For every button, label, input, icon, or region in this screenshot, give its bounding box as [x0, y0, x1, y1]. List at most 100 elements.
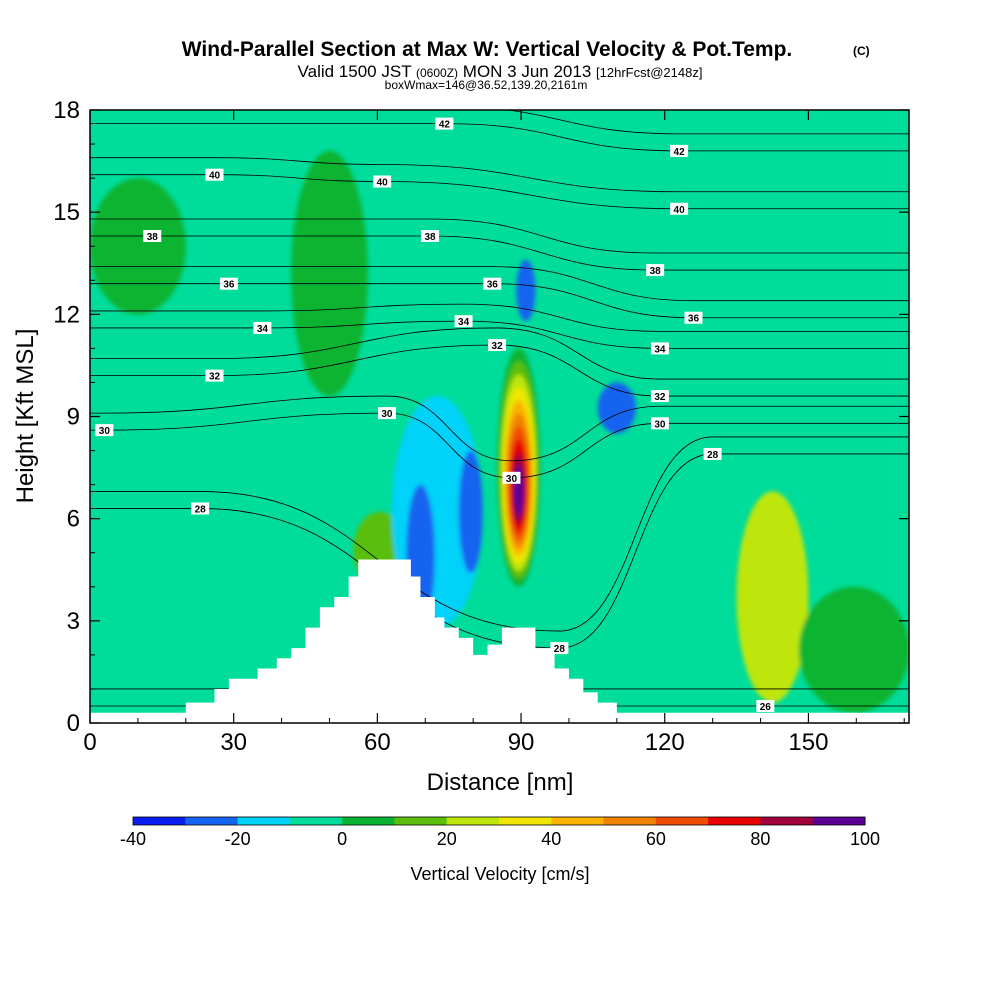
colorbar-swatch — [289, 817, 343, 825]
chart-subtitle: Valid 1500 JST (0600Z) MON 3 Jun 2013 [1… — [298, 62, 703, 81]
contour-label-box — [650, 417, 669, 430]
contour-label-42: 42 — [435, 117, 454, 131]
x-tick-label: 120 — [645, 729, 685, 756]
contour-label-40: 40 — [373, 175, 392, 189]
colorbar-swatch — [342, 817, 395, 825]
contour-label-text: 42 — [674, 147, 686, 158]
x-axis: 0 30 60 90 120 150 — [83, 110, 905, 756]
y-axis-label: Height [Kft MSL] — [12, 329, 39, 504]
updraft-region-5 — [798, 586, 909, 713]
contour-label-box — [650, 390, 669, 403]
contour-label-38: 38 — [143, 230, 162, 243]
isentrope-42-half — [503, 110, 909, 135]
subtitle-utc: (0600Z) — [416, 66, 458, 80]
colorbar-swatch — [133, 817, 186, 825]
colorbar-swatch — [185, 817, 239, 825]
subtitle-valid: Valid 1500 JST — [298, 62, 412, 81]
downdraft-region-3 — [516, 259, 536, 322]
y-tick-label: 0 — [67, 710, 80, 737]
subtitle-date: MON 3 Jun 2013 — [463, 62, 592, 81]
colorbar-tick-label: -20 — [225, 829, 251, 849]
isentrope-30 — [90, 412, 909, 479]
y-tick-label: 15 — [53, 199, 80, 226]
contour-label-box — [205, 168, 224, 181]
contour-label-text: 30 — [654, 419, 666, 430]
contour-label-box — [550, 642, 569, 655]
contour-label-box — [684, 311, 703, 324]
contour-label-32: 32 — [205, 369, 224, 383]
contour-label-text: 34 — [458, 317, 470, 328]
colorbar: -40 -20 0 20 40 60 80 100 — [120, 816, 880, 849]
x-axis-label: Distance [nm] — [427, 769, 574, 796]
contour-label-text: 36 — [223, 280, 235, 291]
colorbar-tick-label: 0 — [337, 829, 347, 849]
y-tick-label: 6 — [67, 506, 80, 533]
contour-label-box — [191, 502, 210, 515]
x-tick-label: 60 — [364, 729, 391, 756]
contour-label-box — [373, 175, 392, 188]
x-tick-label: 90 — [508, 729, 535, 756]
contour-label-30: 30 — [502, 471, 521, 485]
contour-label-40: 40 — [205, 168, 224, 182]
theta-contour-labels: 26 28 28 28 30 30 30 30 32 32 32 34 34 34 36 36 36 38 38 38… — [95, 117, 775, 713]
contour-label-38: 38 — [646, 264, 665, 277]
contour-label-28: 28 — [191, 502, 210, 515]
contour-label-38: 38 — [421, 230, 440, 243]
chart-subtitle-box: boxWmax=146@36.52,139.20,2161m — [385, 78, 588, 92]
contour-label-42: 42 — [670, 144, 689, 158]
contour-label-text: 32 — [209, 372, 221, 383]
contour-label-box — [670, 144, 689, 157]
contour-label-box — [756, 699, 775, 712]
y-tick-label: 9 — [67, 404, 80, 431]
contour-label-text: 36 — [487, 280, 499, 291]
y-tick-label: 3 — [67, 608, 80, 635]
contour-label-32: 32 — [488, 338, 507, 352]
contour-label-text: 36 — [688, 314, 700, 325]
colorbar-swatch — [551, 817, 605, 825]
contour-label-text: 38 — [147, 232, 159, 243]
contour-label-text: 30 — [381, 409, 393, 420]
y-tick-label: 18 — [53, 97, 80, 124]
contour-label-text: 32 — [654, 392, 666, 403]
colorbar-swatch — [394, 817, 448, 825]
colorbar-swatch — [603, 817, 657, 825]
contour-label-box — [205, 369, 224, 382]
colorbar-swatch — [655, 817, 709, 825]
colorbar-tick-label: 100 — [850, 829, 880, 849]
isentrope-34-half — [90, 303, 909, 332]
chart-title: Wind-Parallel Section at Max W: Vertical… — [182, 38, 793, 61]
contour-label-box — [646, 264, 665, 277]
x-tick-label: 150 — [788, 729, 828, 756]
colorbar-tick-label: -40 — [120, 829, 146, 849]
contour-label-box — [219, 277, 238, 290]
contour-label-text: 32 — [492, 341, 504, 352]
terrain — [90, 559, 909, 723]
contour-label-box — [502, 471, 521, 484]
contour-label-box — [703, 447, 722, 460]
isentrope-28-half — [90, 436, 909, 632]
velocity-field — [90, 150, 909, 713]
updraft-region-0 — [90, 178, 186, 315]
contour-label-text: 26 — [760, 702, 772, 713]
copyright-mark: (C) — [853, 44, 870, 58]
colorbar-swatch — [446, 817, 500, 825]
contour-label-34: 34 — [454, 315, 473, 328]
colorbar-tick-label: 20 — [437, 829, 457, 849]
isentrope-38-half — [90, 218, 909, 254]
contour-label-box — [143, 230, 162, 243]
contour-label-box — [253, 321, 272, 334]
contour-label-box — [421, 230, 440, 243]
contour-label-34: 34 — [253, 321, 272, 335]
contour-label-text: 40 — [674, 205, 686, 216]
colorbar-swatch — [760, 817, 814, 825]
contour-label-40: 40 — [670, 202, 689, 216]
colorbar-label: Vertical Velocity [cm/s] — [410, 864, 589, 884]
colorbar-swatch — [812, 817, 866, 825]
colorbar-swatch — [708, 817, 761, 825]
colorbar-tick-label: 80 — [750, 829, 770, 849]
contour-label-26: 26 — [756, 699, 775, 713]
contour-label-box — [483, 277, 502, 290]
contour-label-box — [454, 315, 473, 328]
colorbar-frame — [132, 816, 866, 826]
